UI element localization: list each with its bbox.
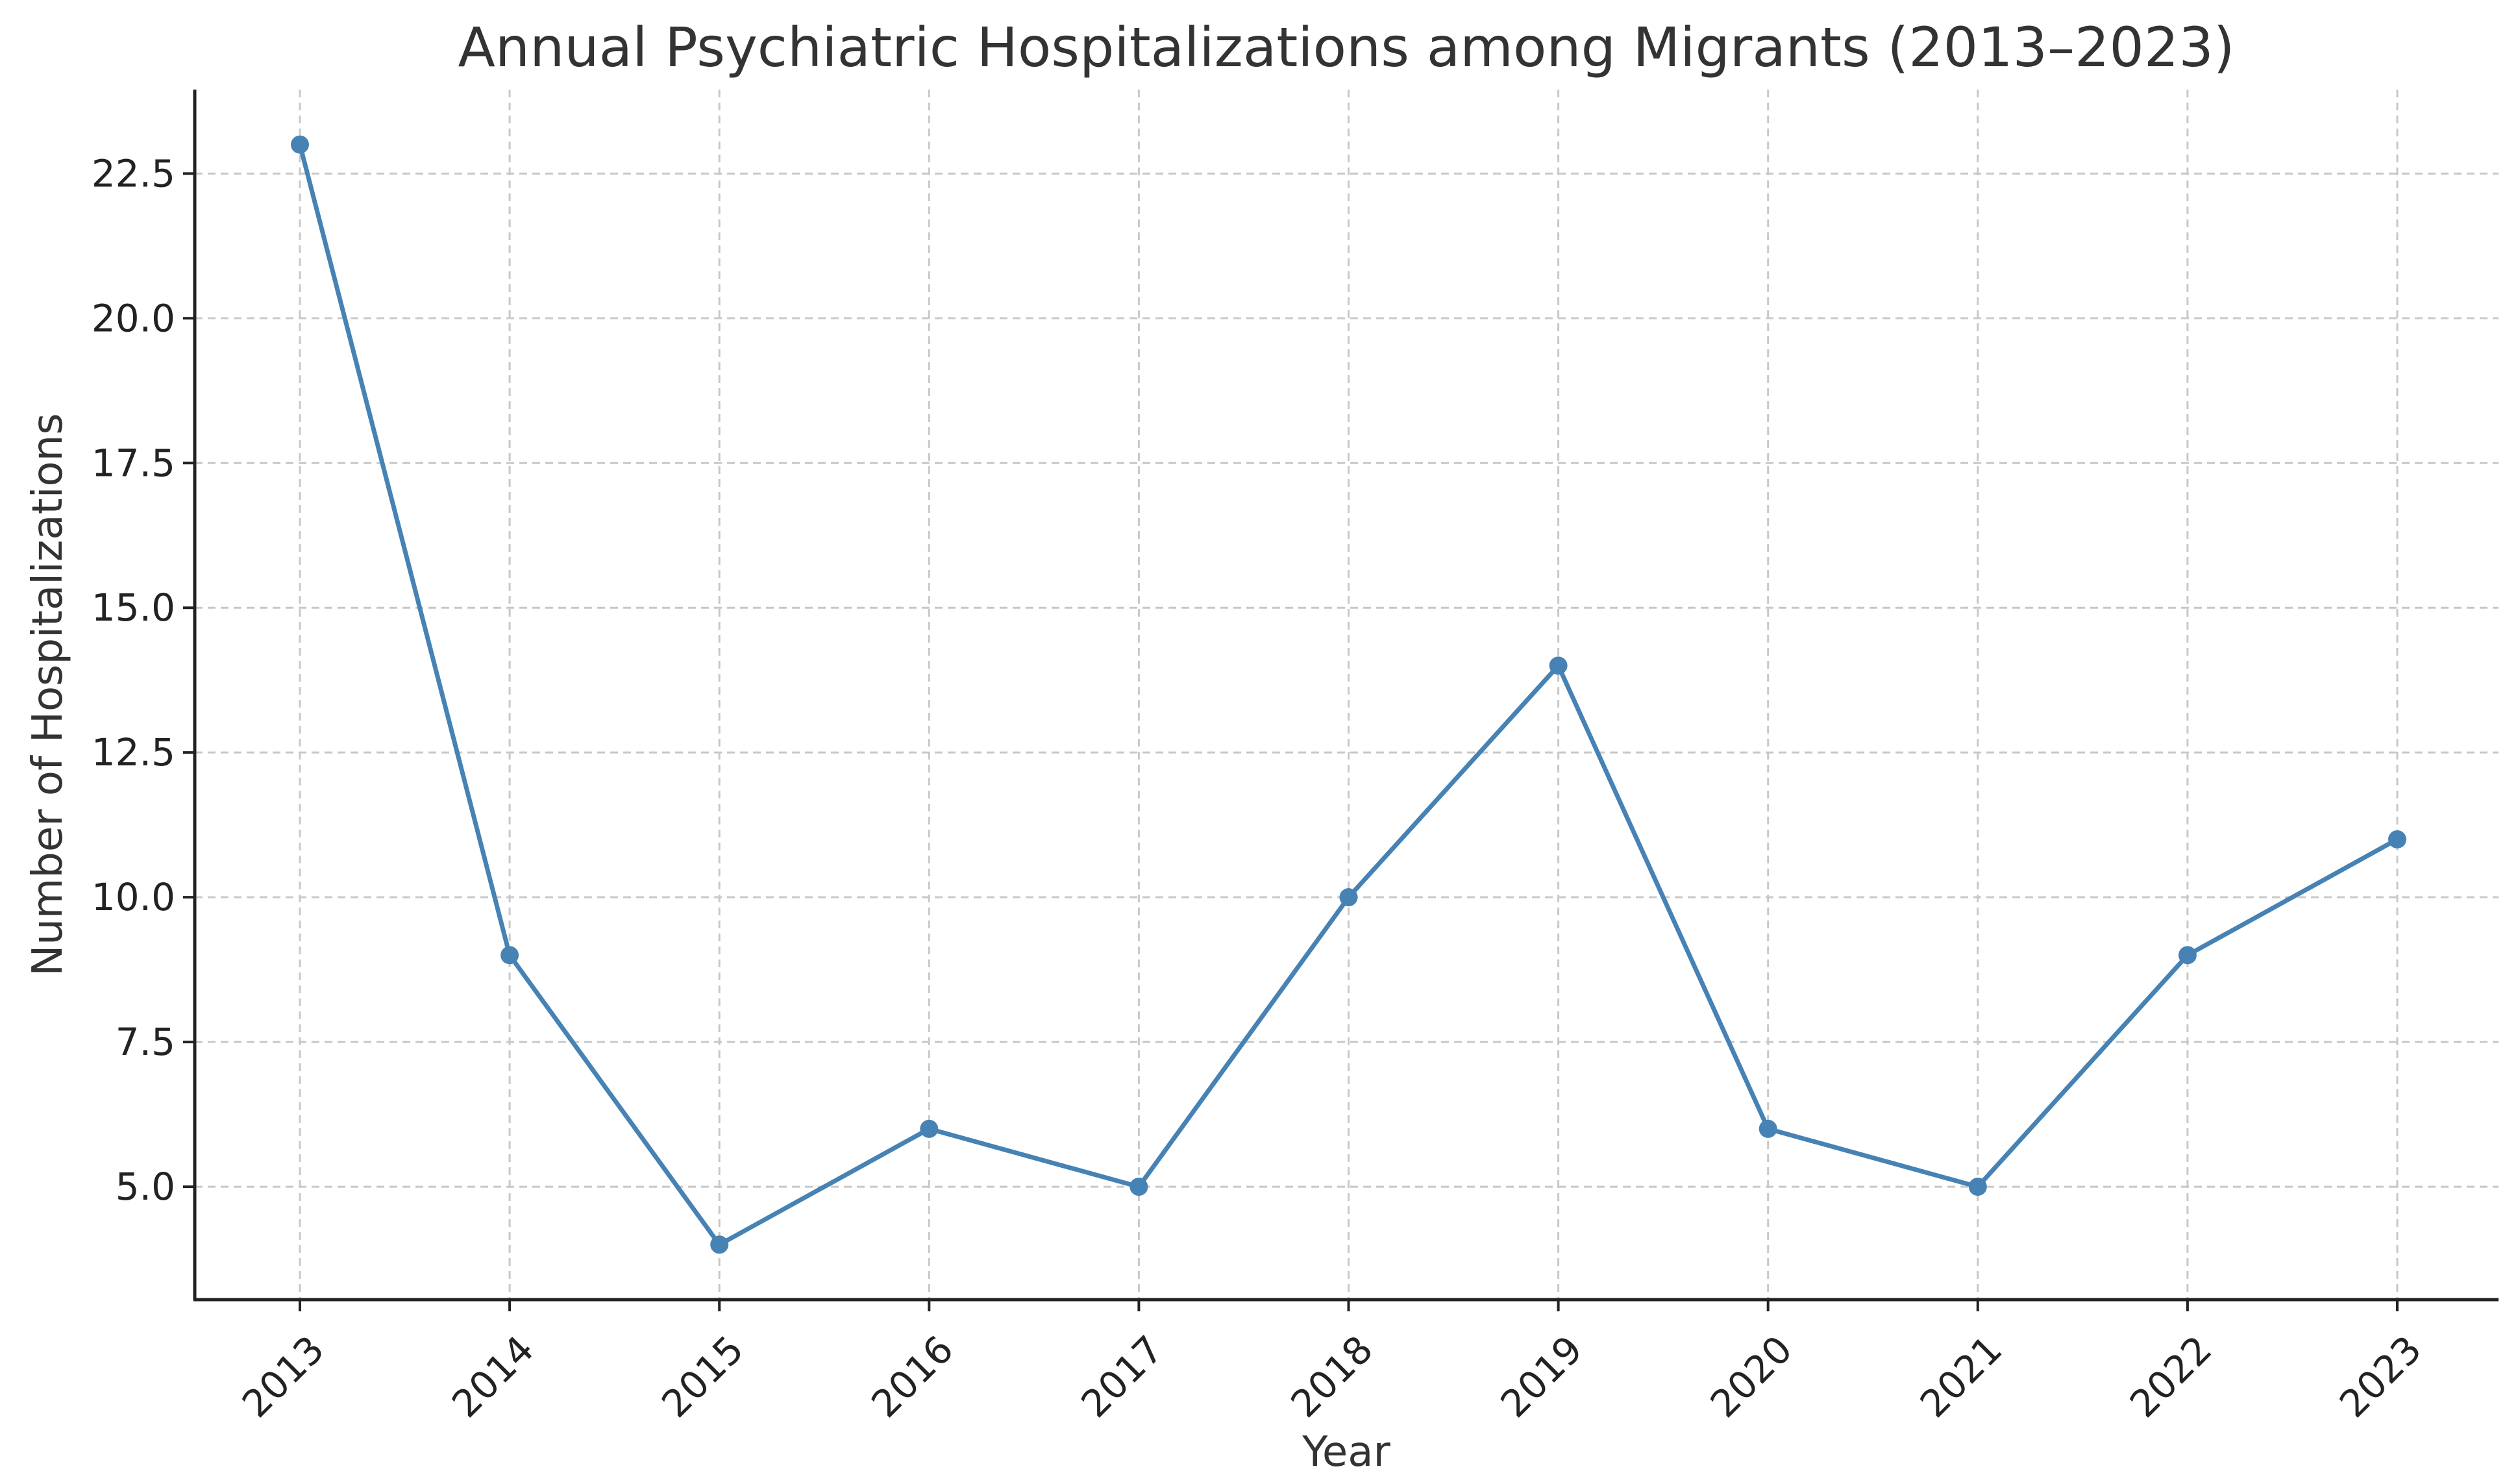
grid — [195, 90, 2499, 1300]
chart-title: Annual Psychiatric Hospitalizations amon… — [458, 16, 2234, 79]
x-tick-label: 2015 — [653, 1327, 752, 1426]
x-ticks: 2013 2014 2015 2016 2017 2018 2019 2020 2021 2022… — [234, 1300, 2430, 1426]
x-tick-label: 2014 — [443, 1327, 542, 1426]
y-tick-label: 12.5 — [92, 730, 175, 774]
x-tick-label: 2020 — [1702, 1327, 1801, 1426]
x-axis-label: Year — [1302, 1428, 1390, 1476]
data-point — [291, 135, 309, 154]
x-tick-label: 2023 — [2331, 1327, 2430, 1426]
y-tick-label: 7.5 — [116, 1020, 175, 1064]
y-tick-label: 20.0 — [92, 296, 175, 340]
y-axis-label: Number of Hospitalizations — [24, 413, 72, 976]
data-point — [2178, 946, 2197, 965]
series — [291, 135, 2406, 1254]
x-tick-label: 2022 — [2121, 1327, 2220, 1426]
y-ticks: 5.0 7.5 10.0 12.5 15.0 17.5 20.0 22.5 — [92, 151, 195, 1209]
y-tick-label: 17.5 — [92, 441, 175, 485]
x-tick-label: 2021 — [1912, 1327, 2010, 1426]
y-tick-label: 22.5 — [92, 151, 175, 195]
y-tick-label: 15.0 — [92, 586, 175, 630]
data-point — [1968, 1178, 1987, 1196]
data-point — [1129, 1178, 1148, 1196]
y-tick-label: 10.0 — [92, 875, 175, 919]
x-tick-label: 2016 — [863, 1327, 961, 1426]
data-point — [920, 1119, 939, 1138]
x-tick-label: 2018 — [1282, 1327, 1381, 1426]
data-point — [2388, 830, 2406, 848]
x-tick-label: 2017 — [1072, 1327, 1171, 1426]
data-point — [1339, 888, 1358, 907]
y-tick-label: 5.0 — [116, 1165, 175, 1209]
data-point — [1759, 1119, 1777, 1138]
data-point — [1549, 656, 1568, 675]
x-tick-label: 2019 — [1492, 1327, 1591, 1426]
axes — [193, 90, 2499, 1302]
data-point — [710, 1235, 729, 1254]
x-tick-label: 2013 — [234, 1327, 332, 1426]
data-point — [500, 946, 519, 965]
